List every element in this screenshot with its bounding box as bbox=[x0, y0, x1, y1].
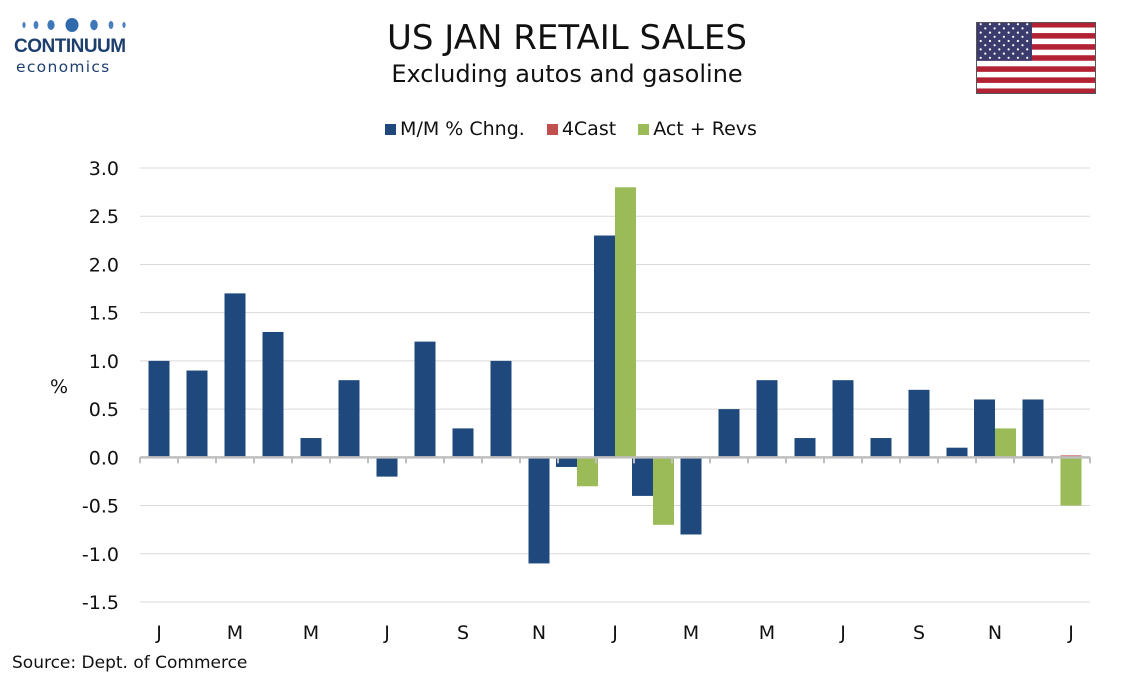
x-tick-label: M bbox=[227, 622, 243, 644]
x-tick-label: N bbox=[988, 622, 1002, 644]
y-tick-label: 1.0 bbox=[89, 351, 119, 373]
y-tick-label: 0.0 bbox=[89, 447, 119, 469]
y-tick-label: 3.0 bbox=[89, 158, 119, 180]
y-tick-label: -0.5 bbox=[82, 496, 119, 518]
bar-act-revs bbox=[1060, 457, 1082, 506]
bar-act-revs bbox=[615, 187, 636, 458]
bar-mm bbox=[908, 389, 930, 458]
bar-mm bbox=[490, 360, 512, 458]
legend-swatch-mm bbox=[385, 123, 397, 135]
bar-mm bbox=[1022, 399, 1044, 458]
bar-mm bbox=[376, 457, 398, 477]
chart-subtitle: Excluding autos and gasoline bbox=[391, 60, 743, 88]
bar-mm bbox=[262, 331, 284, 458]
chart-title: US JAN RETAIL SALES bbox=[387, 18, 747, 58]
x-tick-label: N bbox=[532, 622, 546, 644]
x-tick-label: S bbox=[457, 622, 469, 644]
chart-legend: M/M % Chng. 4Cast Act + Revs bbox=[0, 118, 1134, 140]
legend-item-mm: M/M % Chng. bbox=[385, 118, 525, 140]
source-note: Source: Dept. of Commerce bbox=[12, 653, 248, 673]
bar-act-revs bbox=[577, 457, 598, 487]
x-tick-label: J bbox=[611, 622, 618, 644]
bar-mm bbox=[452, 428, 474, 458]
y-tick-label: -1.0 bbox=[82, 544, 119, 566]
y-tick-label: -1.5 bbox=[82, 592, 119, 614]
x-tick-label: S bbox=[913, 622, 925, 644]
bar-mm bbox=[528, 457, 550, 564]
bar-mm bbox=[974, 399, 995, 458]
x-tick-label: M bbox=[759, 622, 775, 644]
bar-mm bbox=[556, 457, 577, 467]
x-tick-label: J bbox=[1067, 622, 1074, 644]
x-tick-label: J bbox=[839, 622, 846, 644]
logo-dots-icon bbox=[22, 18, 126, 32]
bar-mm bbox=[224, 293, 246, 458]
bar-act-revs bbox=[653, 457, 674, 525]
bar-mm bbox=[870, 438, 892, 458]
y-tick-label: 2.0 bbox=[89, 254, 119, 276]
x-tick-label: J bbox=[383, 622, 390, 644]
y-tick-label: 0.5 bbox=[89, 399, 119, 421]
logo-name: CONTINUUM bbox=[14, 36, 126, 57]
bar-mm bbox=[632, 457, 653, 496]
x-tick-label: J bbox=[155, 622, 162, 644]
x-tick-label: M bbox=[303, 622, 319, 644]
bar-act-revs bbox=[995, 428, 1016, 458]
continuum-logo: CONTINUUM economics bbox=[14, 14, 144, 76]
legend-swatch-4cast bbox=[546, 123, 558, 135]
legend-label-mm: M/M % Chng. bbox=[400, 118, 525, 140]
bar-mm bbox=[718, 409, 740, 458]
y-tick-label: 2.5 bbox=[89, 206, 119, 228]
legend-label-4cast: 4Cast bbox=[561, 118, 617, 140]
legend-swatch-act-revs bbox=[638, 123, 650, 135]
bar-mm bbox=[680, 457, 702, 535]
bar-mm bbox=[338, 380, 360, 458]
logo-subtitle: economics bbox=[16, 58, 111, 76]
y-axis-label: % bbox=[50, 376, 68, 398]
bar-mm bbox=[832, 380, 854, 458]
legend-item-4cast: 4Cast bbox=[546, 118, 617, 140]
y-tick-label: 1.5 bbox=[89, 303, 119, 325]
bar-mm bbox=[946, 447, 968, 458]
bar-mm bbox=[148, 360, 170, 458]
legend-item-act-revs: Act + Revs bbox=[638, 118, 757, 140]
us-flag-icon bbox=[976, 22, 1096, 94]
x-tick-label: M bbox=[683, 622, 699, 644]
bar-mm bbox=[414, 341, 436, 458]
bar-mm bbox=[794, 438, 816, 458]
bar-mm bbox=[186, 370, 208, 458]
legend-label-act-revs: Act + Revs bbox=[653, 118, 757, 140]
bar-mm bbox=[594, 235, 615, 458]
bar-mm bbox=[300, 438, 322, 458]
bar-mm bbox=[756, 380, 778, 458]
